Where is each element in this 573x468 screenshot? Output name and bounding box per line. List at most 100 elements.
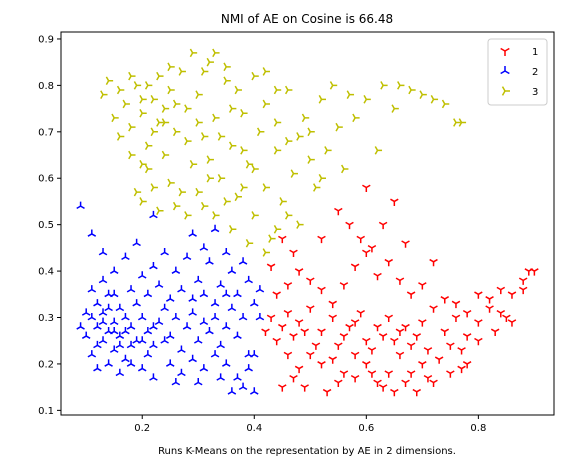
data-point	[121, 326, 130, 335]
data-point	[390, 388, 399, 397]
data-point	[184, 211, 192, 220]
x-tick-label: 0.2	[134, 423, 150, 434]
data-point	[296, 220, 304, 229]
x-axis-label: Runs K-Means on the representation by AE…	[158, 446, 456, 457]
y-tick-label: 0.6	[38, 174, 54, 185]
data-point	[335, 122, 343, 132]
data-point	[373, 323, 382, 332]
data-point	[496, 286, 506, 295]
series-2	[76, 201, 265, 395]
data-point	[227, 266, 237, 274]
data-point	[373, 272, 382, 281]
data-point	[306, 351, 315, 360]
data-point	[233, 289, 242, 298]
data-point	[221, 322, 231, 330]
data-point	[266, 314, 276, 323]
data-point	[98, 317, 108, 326]
data-point	[199, 364, 209, 372]
data-point	[143, 350, 153, 358]
data-point	[245, 238, 254, 248]
data-point	[100, 90, 108, 99]
data-point	[206, 173, 214, 183]
data-point	[144, 141, 153, 151]
data-point	[490, 328, 500, 336]
chart-title: NMI of AE on Cosine is 66.48	[221, 12, 393, 26]
data-point	[122, 99, 130, 109]
data-point	[76, 322, 85, 330]
data-point	[115, 340, 125, 349]
data-point	[278, 384, 287, 392]
data-point	[423, 374, 433, 383]
data-point	[474, 291, 483, 299]
data-point	[418, 361, 427, 369]
data-point	[104, 303, 113, 312]
data-point	[199, 289, 209, 298]
data-point	[149, 373, 158, 381]
data-point	[172, 99, 181, 109]
legend-label: 1	[532, 47, 538, 58]
data-point	[250, 299, 259, 307]
y-tick-label: 0.9	[38, 34, 54, 45]
data-point	[206, 57, 214, 67]
data-point	[188, 354, 197, 363]
data-point	[458, 118, 467, 127]
points-layer	[76, 48, 539, 397]
data-point	[451, 300, 461, 309]
data-point	[109, 289, 119, 298]
data-point	[98, 275, 108, 284]
data-point	[262, 183, 270, 192]
data-point	[217, 132, 226, 141]
data-point	[406, 342, 416, 350]
data-point	[193, 275, 203, 284]
data-point	[98, 336, 108, 344]
data-point	[210, 350, 220, 358]
data-point	[93, 322, 102, 330]
data-point	[401, 240, 410, 248]
data-point	[184, 104, 192, 113]
data-point	[143, 326, 153, 335]
data-point	[149, 210, 158, 219]
data-point	[289, 374, 298, 383]
data-point	[128, 122, 136, 132]
data-point	[434, 356, 444, 364]
data-point	[518, 277, 528, 285]
y-tick-label: 0.2	[38, 359, 54, 370]
data-point	[440, 296, 450, 304]
data-point	[322, 388, 332, 397]
data-point	[115, 331, 125, 339]
data-point	[144, 81, 153, 90]
data-point	[289, 249, 298, 258]
data-point	[474, 337, 483, 346]
data-point	[378, 333, 388, 341]
data-point	[350, 263, 360, 271]
data-point	[199, 317, 209, 326]
data-point	[272, 291, 281, 299]
data-point	[256, 127, 265, 137]
data-point	[149, 322, 158, 330]
data-point	[233, 331, 242, 339]
data-point	[177, 285, 186, 293]
data-point	[154, 280, 164, 288]
data-point	[193, 336, 203, 344]
data-point	[98, 308, 108, 316]
data-point	[268, 234, 276, 243]
data-point	[317, 328, 326, 336]
data-point	[406, 370, 416, 378]
data-point	[109, 317, 119, 326]
data-point	[212, 211, 220, 220]
data-point	[240, 146, 248, 155]
data-point	[395, 277, 405, 285]
data-point	[223, 62, 231, 72]
data-point	[317, 361, 326, 369]
data-point	[137, 364, 147, 372]
legend-marker	[500, 47, 510, 56]
data-point	[216, 340, 225, 349]
data-point	[143, 289, 153, 298]
data-point	[156, 118, 164, 127]
data-point	[87, 350, 97, 358]
data-point	[278, 235, 287, 244]
data-point	[430, 95, 439, 104]
data-point	[339, 333, 349, 341]
data-point	[238, 382, 248, 391]
